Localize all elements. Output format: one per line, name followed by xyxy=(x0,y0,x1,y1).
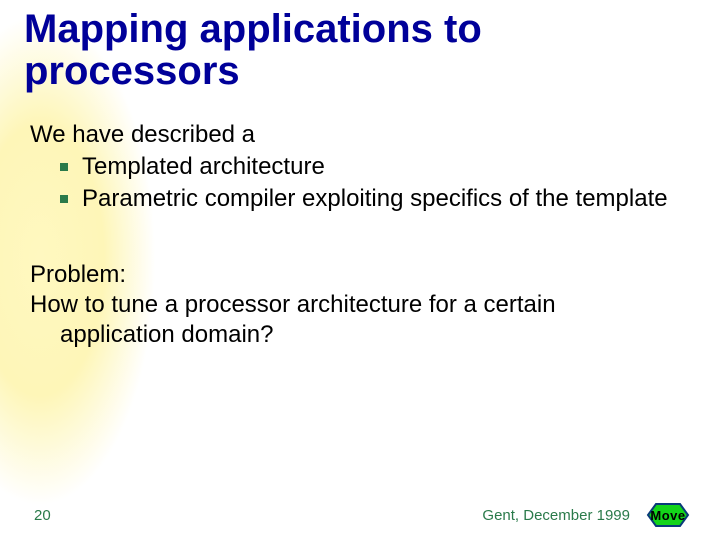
bullet-square-icon xyxy=(60,163,68,171)
bullet-list: Templated architecture Parametric compil… xyxy=(60,152,696,214)
bullet-text: Templated architecture xyxy=(82,153,325,180)
page-number: 20 xyxy=(34,507,51,524)
bullet-square-icon xyxy=(60,195,68,203)
bullet-text: Parametric compiler exploiting specifics… xyxy=(82,185,668,212)
problem-label: Problem: xyxy=(30,260,696,290)
problem-question-line1: How to tune a processor architecture for… xyxy=(30,290,696,320)
intro-line: We have described a xyxy=(30,120,696,150)
body-content: We have described a Templated architectu… xyxy=(24,120,696,350)
list-item: Parametric compiler exploiting specifics… xyxy=(60,184,696,214)
footer-location-date: Gent, December 1999 xyxy=(482,507,630,524)
problem-question-line2: application domain? xyxy=(60,320,696,350)
problem-block: Problem: How to tune a processor archite… xyxy=(30,260,696,350)
move-logo: Move xyxy=(640,502,696,528)
logo-text: Move xyxy=(650,508,685,523)
slide-title: Mapping applications to processors xyxy=(24,8,696,92)
slide: Mapping applications to processors We ha… xyxy=(0,0,720,540)
list-item: Templated architecture xyxy=(60,152,696,182)
footer: 20 Gent, December 1999 Move xyxy=(0,502,720,528)
footer-right: Gent, December 1999 Move xyxy=(482,502,696,528)
